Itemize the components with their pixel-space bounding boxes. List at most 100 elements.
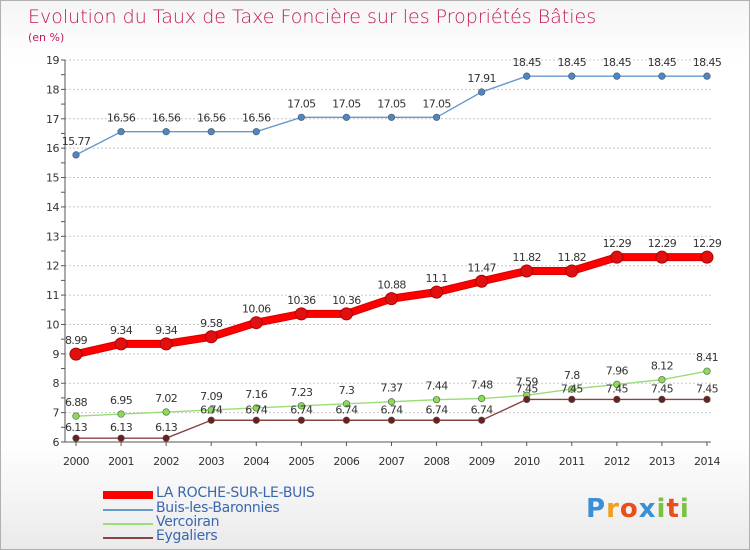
data-point [613,380,621,389]
data-point [162,408,170,416]
legend-item-eygaliers: Eygaliers [103,528,423,545]
data-label: 11.47 [467,261,496,274]
data-label: 17.05 [287,97,316,110]
y-tick-label: 7 [53,407,60,420]
data-label: 7.23 [290,386,313,399]
data-label: 17.05 [422,97,451,110]
data-label: 6.88 [65,396,88,409]
data-point [207,406,215,414]
data-label: 7.37 [380,382,403,395]
data-point [117,434,125,442]
data-label: 18.45 [512,56,541,69]
data-point [72,412,80,420]
data-point [523,72,531,80]
data-label: 11.82 [558,251,587,264]
data-label: 9.58 [200,317,223,330]
data-label: 12.29 [693,237,722,250]
data-point [159,337,173,351]
data-label: 6.13 [110,421,133,434]
data-label: 10.36 [332,294,361,307]
x-tick-label: 2013 [649,455,675,468]
data-point [294,307,308,321]
y-tick-label: 18 [46,83,59,96]
x-tick-label: 2010 [514,455,540,468]
x-tick-label: 2012 [604,455,630,468]
data-point [432,396,441,404]
data-label: 18.45 [648,56,677,69]
data-point [568,385,576,393]
y-tick-label: 15 [46,172,59,185]
y-tick-label: 14 [46,201,59,214]
data-point [475,274,489,288]
data-point [658,395,666,403]
data-label: 11.82 [512,251,541,264]
y-tick-label: 16 [46,142,59,155]
x-tick-label: 2003 [198,455,224,468]
data-label: 6.74 [380,403,403,416]
data-point [520,264,534,278]
data-point [385,292,398,306]
data-point [478,416,486,424]
data-label: 12.29 [603,237,632,250]
y-tick-label: 9 [53,348,60,361]
data-point [613,72,621,80]
data-label: 16.56 [107,112,136,125]
data-point [523,395,531,403]
data-label: 10.36 [287,294,316,307]
data-label: 15.77 [62,135,91,148]
proxiti-logo: Proxiti [586,494,689,524]
data-label: 7.45 [606,382,629,395]
data-point [478,394,486,403]
data-label: 6.95 [110,394,133,407]
data-point [339,307,353,321]
y-tick-label: 19 [46,54,59,67]
y-tick-label: 11 [46,289,59,302]
y-tick-label: 6 [53,436,60,449]
data-label: 8.41 [696,351,718,364]
data-label: 7.45 [516,382,539,395]
data-point [342,400,351,408]
legend-swatch [103,523,153,525]
legend-item-buis: Buis-les-Baronnies [103,500,423,517]
data-point [658,376,666,384]
data-point [117,128,125,136]
legend-item-la-roche: LA ROCHE-SUR-LE-BUIS [103,485,423,502]
data-label: 17.91 [467,72,496,85]
data-label: 7.3 [339,384,355,397]
data-point [387,416,396,424]
x-tick-label: 2007 [379,455,405,468]
y-tick-label: 10 [46,318,59,331]
data-point [568,395,576,403]
x-tick-label: 2014 [694,455,720,468]
x-tick-label: 2005 [288,455,314,468]
data-label: 16.56 [242,112,271,125]
data-label: 6.13 [65,421,88,434]
data-label: 8.99 [65,334,88,347]
data-label: 7.45 [651,382,674,395]
data-label: 6.74 [335,403,358,416]
data-point [207,416,215,424]
y-tick-label: 8 [53,377,60,390]
x-tick-label: 2002 [153,455,179,468]
data-label: 17.05 [332,97,361,110]
data-point [478,88,486,96]
data-label: 6.74 [290,403,313,416]
data-label: 7.45 [696,382,719,395]
data-label: 9.34 [155,324,178,337]
data-point [297,113,305,121]
data-label: 16.56 [197,112,226,125]
data-point [69,347,83,361]
data-point [610,250,624,264]
legend-label: Eygaliers [156,528,218,544]
data-point [249,316,263,330]
data-point [613,395,621,403]
y-tick-label: 17 [46,113,59,126]
data-point [114,337,128,351]
data-point [432,113,441,121]
data-point [342,416,351,424]
data-label: 18.45 [558,56,587,69]
data-label: 12.29 [648,237,677,250]
data-label: 16.56 [152,112,181,125]
data-point [432,416,441,424]
data-label: 6.74 [426,403,449,416]
